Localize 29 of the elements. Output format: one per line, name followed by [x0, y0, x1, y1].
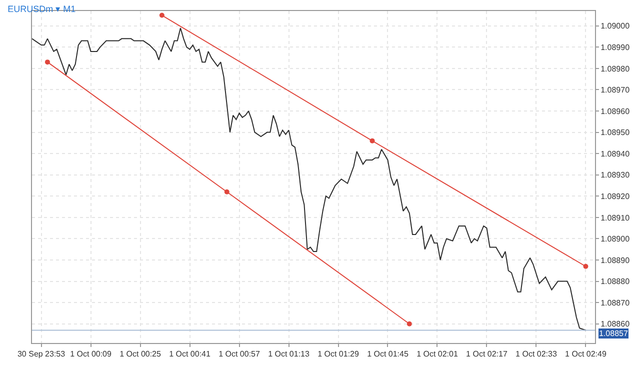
chart-title: EURUSDm ▾ M1	[8, 4, 76, 14]
x-tick-label: 1 Oct 00:25	[120, 350, 162, 359]
x-tick-label: 1 Oct 02:01	[416, 350, 458, 359]
y-tick-label: 1.08880	[600, 277, 630, 286]
y-tick-label: 1.08860	[600, 320, 630, 329]
y-tick-label: 1.08980	[600, 64, 630, 74]
ref-line-label: 1.08857	[599, 329, 628, 338]
x-tick-label: 1 Oct 02:49	[565, 350, 607, 359]
y-tick-label: 1.08960	[600, 106, 630, 116]
y-tick-label: 1.08930	[600, 170, 630, 180]
x-tick-label: 1 Oct 01:45	[367, 350, 409, 359]
y-tick-label: 1.08950	[600, 128, 630, 138]
y-tick-label: 1.08970	[600, 86, 630, 95]
y-tick-label: 1.08990	[600, 42, 630, 52]
x-tick-label: 1 Oct 02:33	[516, 350, 558, 359]
x-tick-label: 1 Oct 00:41	[169, 350, 211, 359]
x-tick-label: 1 Oct 00:57	[218, 350, 260, 359]
y-tick-label: 1.08910	[600, 213, 630, 222]
y-tick-label: 1.08870	[600, 298, 630, 308]
x-tick-label: 1 Oct 01:29	[318, 350, 360, 359]
y-tick-label: 1.08940	[600, 149, 630, 158]
y-tick-label: 1.08900	[600, 234, 630, 244]
y-tick-label: 1.09000	[600, 22, 630, 31]
y-tick-label: 1.08890	[600, 256, 630, 265]
x-tick-label: 1 Oct 01:13	[268, 350, 310, 359]
y-tick-label: 1.08920	[600, 192, 630, 201]
x-tick-label: 1 Oct 02:17	[466, 350, 508, 359]
x-tick-label: 30 Sep 23:53	[17, 350, 66, 359]
x-tick-label: 1 Oct 00:09	[70, 350, 112, 359]
